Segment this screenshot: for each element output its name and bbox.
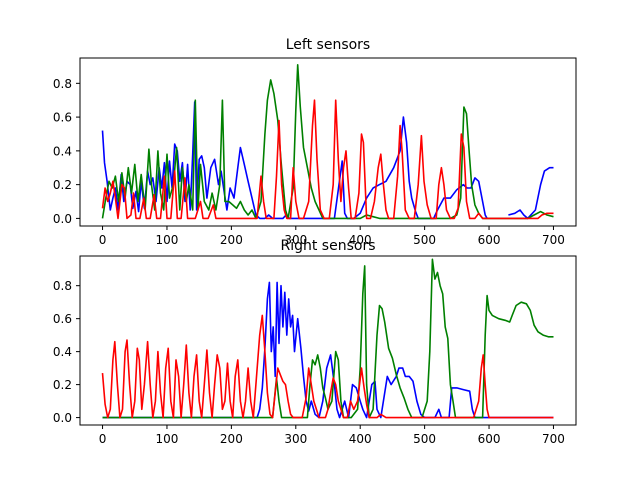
x-tick-label: 500 (413, 233, 436, 247)
x-tick-label: 300 (284, 233, 307, 247)
x-tick-label: 400 (349, 233, 372, 247)
y-tick-label: 0.0 (53, 411, 72, 425)
y-tick-label: 0.8 (53, 279, 72, 293)
x-tick-label: 600 (478, 432, 501, 446)
axes-frame (79, 57, 577, 227)
y-tick-label: 0.2 (53, 178, 72, 192)
y-tick-label: 0.6 (53, 111, 72, 125)
y-tick-label: 0.0 (53, 212, 72, 226)
x-tick-label: 600 (478, 233, 501, 247)
blue-series-line (101, 101, 554, 220)
left-sensors-title: Left sensors (286, 37, 370, 53)
red-series-line (101, 314, 554, 419)
right-sensors-title: Right sensors (280, 238, 375, 254)
red-series-line (101, 99, 554, 220)
blue-series-line (102, 281, 554, 419)
green-series-line (102, 258, 554, 419)
x-tick-label: 400 (349, 432, 372, 446)
y-tick-label: 0.4 (53, 345, 72, 359)
x-tick-label: 0 (99, 233, 107, 247)
x-tick-label: 100 (156, 233, 179, 247)
x-tick-label: 700 (542, 233, 565, 247)
right-sensors-axes: Right sensors 0 100 200 300 400 500 600 700 0.0 0… (53, 238, 577, 446)
x-tick-label: 200 (220, 432, 243, 446)
axes-frame (79, 255, 577, 426)
x-tick-label: 500 (413, 432, 436, 446)
green-series-line (101, 64, 554, 220)
x-tick-label: 200 (220, 233, 243, 247)
x-tick-label: 300 (284, 432, 307, 446)
y-tick-label: 0.6 (53, 312, 72, 326)
y-tick-label: 0.8 (53, 77, 72, 91)
x-tick-label: 0 (99, 432, 107, 446)
x-tick-label: 100 (156, 432, 179, 446)
x-tick-label: 700 (542, 432, 565, 446)
left-sensors-axes: Left sensors 0 100 200 300 400 500 600 700 0.0 0.… (53, 37, 577, 247)
y-tick-label: 0.2 (53, 378, 72, 392)
y-tick-label: 0.4 (53, 144, 72, 158)
